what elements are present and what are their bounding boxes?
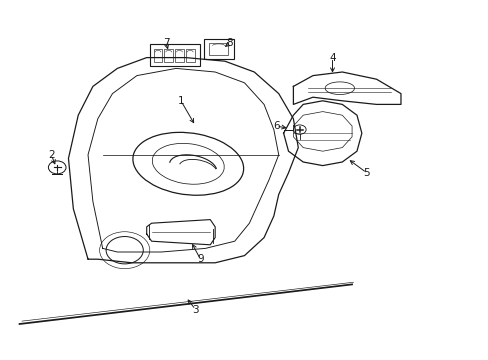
Text: 8: 8: [226, 38, 233, 48]
Text: 3: 3: [192, 305, 199, 315]
Text: 1: 1: [177, 96, 184, 106]
Text: 2: 2: [48, 150, 55, 160]
Text: 4: 4: [328, 53, 335, 63]
Text: 5: 5: [363, 168, 369, 178]
Text: 7: 7: [163, 38, 169, 48]
Text: 6: 6: [272, 121, 279, 131]
Text: 9: 9: [197, 254, 203, 264]
